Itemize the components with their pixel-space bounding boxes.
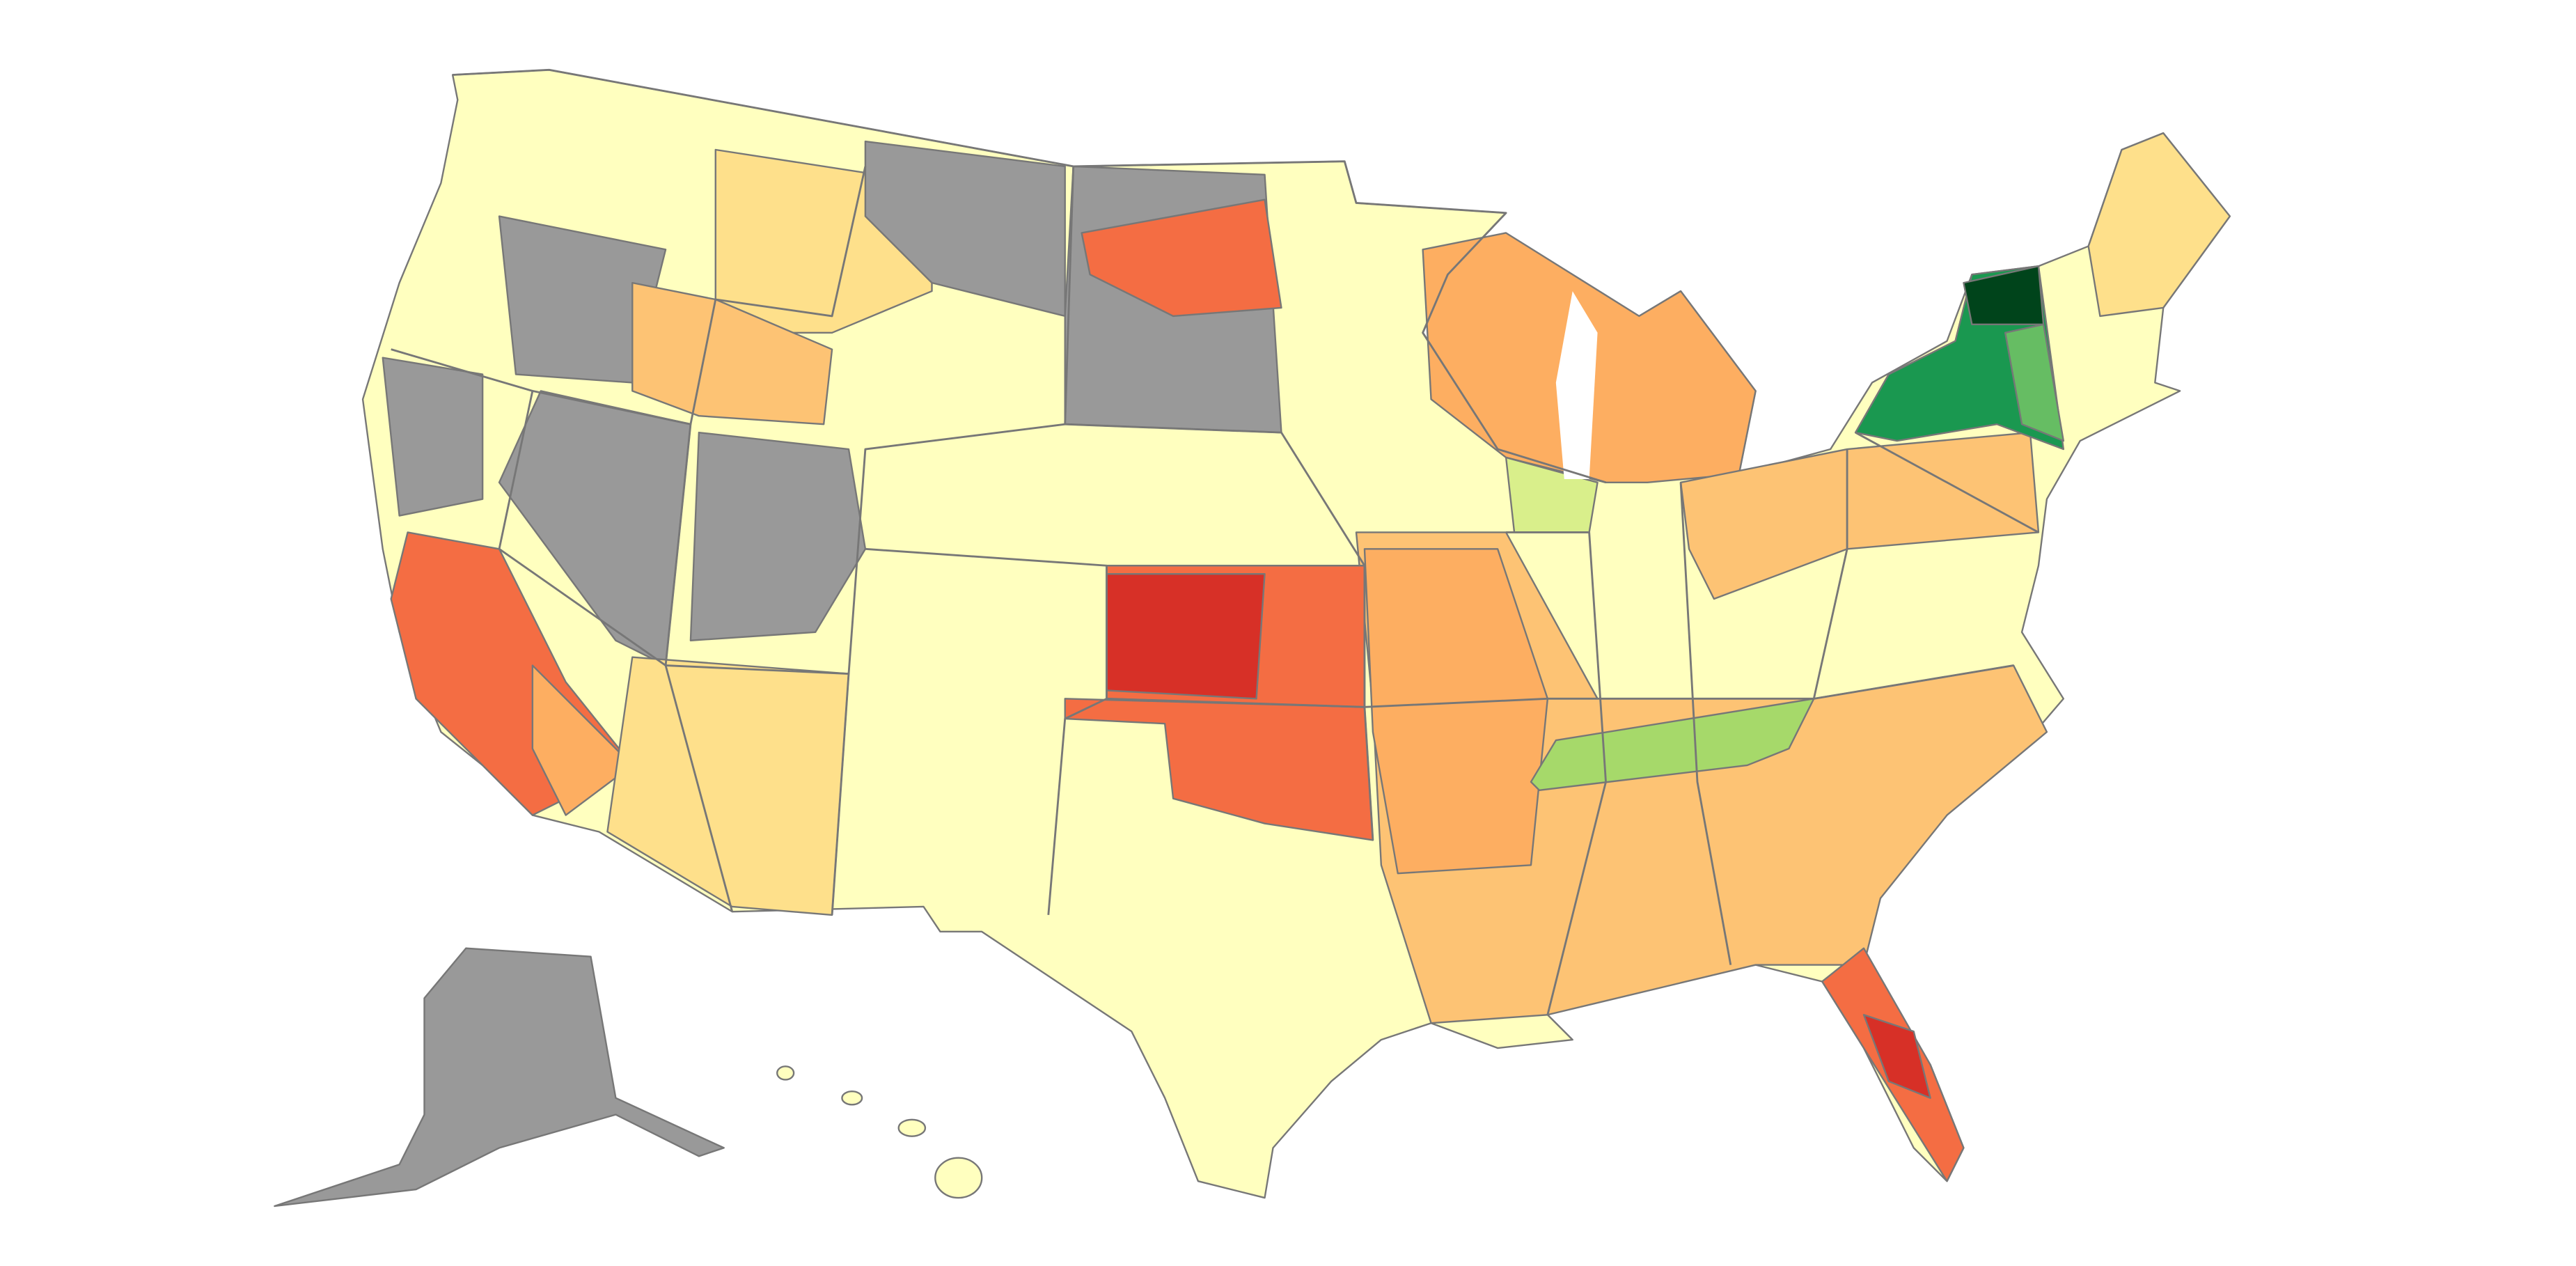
montana-east: [864, 140, 1066, 318]
california-southeast: [531, 664, 634, 816]
new-england: [2087, 132, 2231, 318]
hawaii-kauai: [776, 1065, 795, 1081]
arkansas-missouri: [1363, 548, 1549, 875]
border: [847, 166, 1075, 674]
border: [1855, 431, 2039, 533]
lake-michigan: [1555, 291, 1598, 480]
tennessee: [1530, 698, 1815, 791]
ohio-pennsylvania: [1679, 431, 2040, 600]
north-dakota-east: [1081, 198, 1282, 318]
florida-core: [1862, 1014, 1931, 1099]
border: [1679, 482, 1732, 965]
border: [532, 166, 867, 425]
utah: [689, 431, 867, 641]
border: [1106, 664, 2014, 708]
regions: [274, 69, 2231, 1208]
border: [1506, 531, 1607, 1015]
border: [1065, 423, 1374, 841]
hawaii-maui: [897, 1118, 927, 1137]
state-borders: [391, 68, 2039, 1015]
new-york-north: [1963, 265, 2045, 326]
border: [391, 348, 734, 912]
border: [1812, 449, 1848, 699]
border: [664, 424, 850, 916]
new-york-east: [2004, 323, 2065, 442]
border: [453, 68, 1606, 484]
kansas-core: [1106, 572, 1266, 700]
arizona: [606, 656, 850, 916]
hawaii-big: [934, 1157, 983, 1199]
alaska: [274, 947, 725, 1208]
hawaii-oahu: [841, 1090, 863, 1106]
california-north: [382, 357, 484, 517]
